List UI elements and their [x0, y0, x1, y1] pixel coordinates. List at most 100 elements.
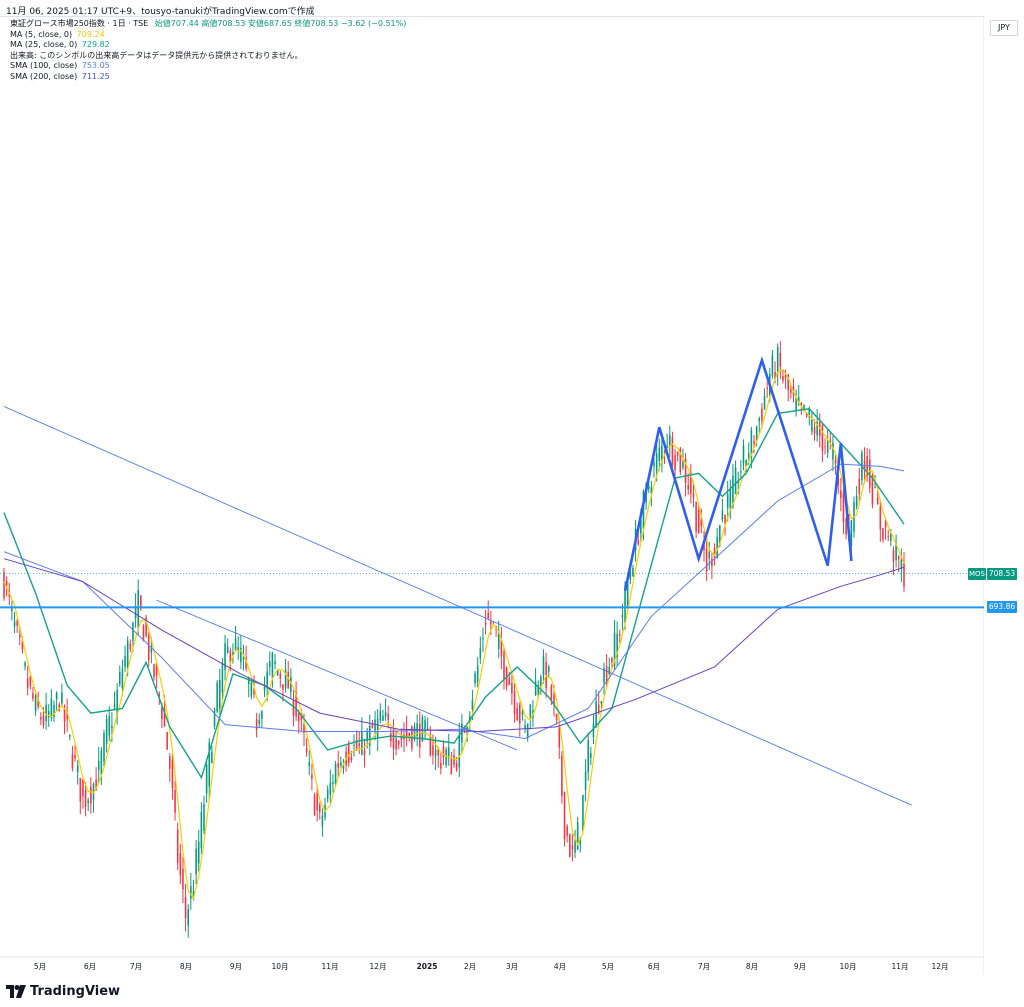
candle-body	[724, 515, 726, 524]
candle-body	[292, 700, 295, 716]
x-tick-label: 11月	[891, 962, 908, 971]
candle-body	[597, 704, 600, 712]
candle-body	[258, 720, 261, 725]
candle-body	[742, 445, 745, 464]
candle-body	[434, 749, 437, 757]
legend-ohlc: 始値707.44 高値708.53 安値687.65 終値708.53 −3.6…	[154, 19, 407, 28]
candle-body	[716, 536, 718, 558]
candle-body	[429, 736, 432, 756]
candle-body	[903, 563, 905, 587]
candle-body	[895, 543, 897, 560]
candle-body	[876, 497, 879, 505]
candle-body	[537, 685, 539, 695]
legend-sma200-label: SMA (200, close)	[10, 71, 78, 81]
candle-body	[279, 673, 282, 679]
candle-body	[387, 713, 389, 720]
candle-body	[571, 845, 574, 850]
candle-body	[558, 727, 561, 748]
candle-body	[479, 648, 482, 659]
candle-body	[566, 826, 568, 836]
footer-logo[interactable]: TradingView	[6, 984, 120, 999]
candle-body	[203, 804, 205, 831]
candle-body	[497, 633, 500, 650]
price-chart[interactable]: 550.00560.00570.00580.00590.00600.00610.…	[0, 17, 984, 974]
candle-body	[766, 387, 768, 389]
candle-body	[708, 551, 711, 559]
legend-ma25[interactable]: MA (25, close, 0) 729.82	[10, 40, 406, 51]
candle-body	[534, 681, 537, 696]
candle-body	[840, 490, 842, 498]
candle-body	[879, 506, 882, 530]
candle-body	[129, 643, 132, 649]
candle-body	[71, 754, 74, 769]
candle-body	[600, 701, 603, 704]
candle-body	[426, 728, 429, 731]
candle-body	[463, 732, 466, 734]
candle-body	[874, 487, 876, 489]
candle-body	[758, 418, 761, 422]
candle-body	[179, 853, 182, 876]
candle-body	[242, 656, 245, 660]
candle-body	[653, 461, 655, 466]
candle-body	[803, 404, 805, 410]
candle-body	[484, 622, 487, 625]
candle-body	[319, 804, 321, 812]
candle-body	[158, 694, 161, 697]
candle-body	[24, 663, 26, 667]
candle-body	[692, 493, 695, 497]
candle-body	[621, 615, 624, 618]
candle-body	[45, 704, 47, 721]
candle-body	[605, 666, 608, 683]
chart-area[interactable]: 550.00560.00570.00580.00590.00600.00610.…	[0, 16, 984, 974]
candle-body	[190, 886, 192, 899]
x-tick-label: 7月	[130, 962, 142, 971]
candle-body	[47, 711, 50, 718]
candle-body	[440, 762, 442, 769]
candle-body	[582, 795, 584, 831]
candle-body	[640, 519, 642, 534]
candle-body	[124, 655, 126, 667]
candle-body	[224, 643, 226, 670]
candle-body	[221, 662, 224, 693]
candle-body	[592, 723, 595, 738]
candle-body	[892, 550, 895, 562]
candle-body	[255, 719, 258, 730]
candle-body	[261, 711, 263, 719]
candle-body	[424, 719, 426, 733]
legend-sma100-label: SMA (100, close)	[10, 61, 78, 71]
candle-body	[755, 427, 758, 441]
candle-body	[476, 665, 479, 682]
candle-body	[526, 723, 529, 739]
x-tick-label: 5月	[34, 962, 46, 971]
candle-body	[376, 718, 379, 738]
candle-body	[187, 909, 189, 926]
candle-body	[779, 352, 782, 367]
candle-body	[282, 684, 284, 690]
candle-body	[442, 746, 445, 758]
candle-body	[155, 662, 158, 676]
legend-ma5[interactable]: MA (5, close, 0) 709.24	[10, 30, 406, 41]
candle-body	[624, 584, 626, 623]
candle-body	[119, 672, 121, 685]
candle-body	[447, 747, 450, 759]
candle-body	[540, 676, 542, 688]
candle-body	[134, 605, 137, 619]
candle-body	[797, 397, 800, 403]
candle-body	[842, 493, 845, 522]
candle-body	[682, 461, 684, 468]
ma25-line	[3, 408, 905, 780]
candle-body	[358, 743, 361, 746]
candle-body	[76, 765, 79, 773]
currency-button[interactable]: JPY	[990, 20, 1018, 36]
legend-sma200[interactable]: SMA (200, close) 711.25	[10, 72, 406, 83]
candle-body	[219, 679, 221, 709]
candle-body	[226, 646, 229, 653]
candle-body	[774, 371, 776, 380]
candle-body	[374, 719, 376, 731]
candle-body	[579, 837, 582, 845]
last-price-badge: 708.53	[987, 568, 1017, 580]
candle-body	[21, 641, 24, 650]
candle-body	[274, 661, 276, 664]
legend-sma100[interactable]: SMA (100, close) 753.05	[10, 61, 406, 72]
candle-body	[197, 841, 200, 864]
